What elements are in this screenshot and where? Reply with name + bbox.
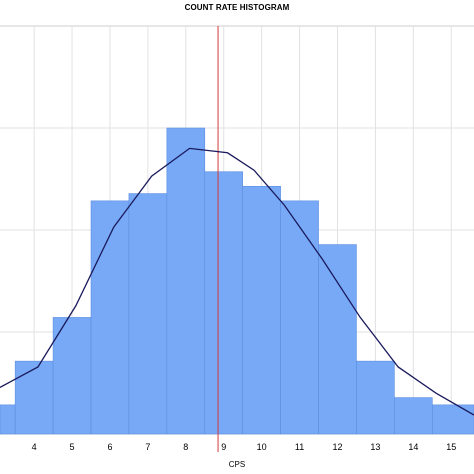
x-tick-label: 9: [221, 442, 226, 452]
histogram-bar: [128, 193, 168, 435]
x-tick-label: 13: [370, 442, 380, 452]
histogram-bar: [204, 171, 243, 435]
histogram-bar: [318, 244, 357, 435]
x-tick-label: 11: [295, 442, 304, 452]
x-tick-label: 8: [183, 442, 188, 452]
histogram-bar: [356, 360, 395, 435]
fit-curve: [0, 147, 474, 416]
histogram-bar: [394, 397, 433, 435]
x-tick-label: 10: [257, 442, 267, 452]
x-tick-label: 7: [145, 442, 150, 452]
histogram-bar: [280, 200, 319, 435]
histogram-bar: [14, 360, 54, 435]
histogram-bar: [0, 404, 16, 435]
x-tick-label: 6: [107, 442, 112, 452]
x-tick-label: 4: [32, 442, 37, 452]
histogram-bar: [431, 404, 474, 435]
x-tick-label: 5: [70, 442, 75, 452]
x-tick-label: 15: [446, 442, 456, 452]
x-tick-label: 12: [332, 442, 342, 452]
histogram-bar: [242, 185, 281, 435]
x-axis-label: CPS: [228, 460, 246, 469]
x-tick-layer: 4 5 6 7 8 9 10 11 12 13 14 15: [32, 442, 457, 452]
x-tick-label: 14: [408, 442, 418, 452]
histogram-bar: [166, 127, 206, 435]
fit-curve-layer: [0, 147, 474, 416]
bar-layer: [0, 127, 474, 435]
histogram-bar: [52, 317, 92, 435]
chart-title: COUNT RATE HISTOGRAM: [184, 3, 290, 12]
histogram-bar: [90, 200, 130, 435]
